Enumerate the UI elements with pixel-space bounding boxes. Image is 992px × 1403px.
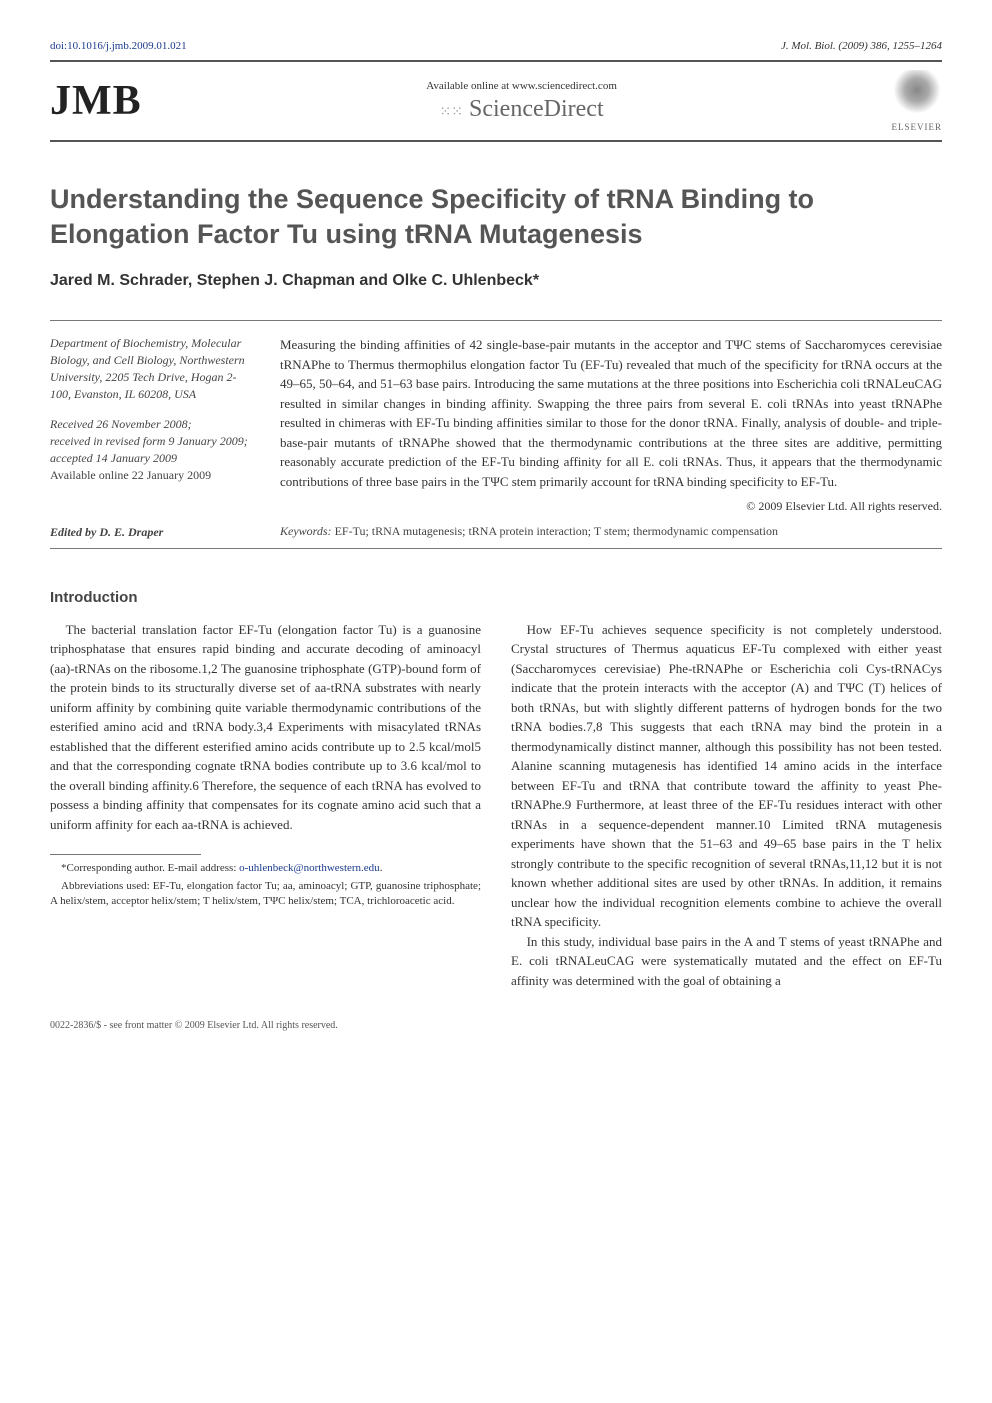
header-bar: JMB Available online at www.sciencedirec… [50, 60, 942, 142]
sd-dots-icon: ⁙⁙ [440, 105, 463, 120]
body-col-right: How EF-Tu achieves sequence specificity … [511, 620, 942, 991]
abstract-column: Measuring the binding affinities of 42 s… [280, 335, 942, 515]
authors: Jared M. Schrader, Stephen J. Chapman an… [50, 272, 942, 290]
received-date: Received 26 November 2008; [50, 416, 250, 433]
footer-line: 0022-2836/$ - see front matter © 2009 El… [50, 1020, 942, 1031]
keywords-row: Edited by D. E. Draper Keywords: EF-Tu; … [50, 523, 942, 549]
corresponding-label: *Corresponding author. [61, 862, 165, 874]
body-columns: The bacterial translation factor EF-Tu (… [50, 620, 942, 991]
elsevier-tree-icon [892, 70, 942, 120]
meta-abstract-row: Department of Biochemistry, Molecular Bi… [50, 335, 942, 515]
email-label: E-mail address: [165, 862, 239, 874]
edited-by: Edited by D. E. Draper [50, 525, 250, 540]
journal-ref: J. Mol. Biol. (2009) 386, 1255–1264 [781, 40, 942, 52]
revised-date: received in revised form 9 January 2009; [50, 433, 250, 450]
keywords: Keywords: EF-Tu; tRNA mutagenesis; tRNA … [280, 523, 942, 540]
intro-para-left: The bacterial translation factor EF-Tu (… [50, 620, 481, 835]
dates: Received 26 November 2008; received in r… [50, 416, 250, 483]
available-date: Available online 22 January 2009 [50, 467, 250, 484]
intro-para-right-2: In this study, individual base pairs in … [511, 932, 942, 991]
body-col-left: The bacterial translation factor EF-Tu (… [50, 620, 481, 991]
affiliation: Department of Biochemistry, Molecular Bi… [50, 335, 250, 402]
email-link[interactable]: o-uhlenbeck@northwestern.edu [239, 862, 380, 874]
divider [50, 320, 942, 321]
jmb-logo: JMB [50, 77, 142, 125]
accepted-date: accepted 14 January 2009 [50, 450, 250, 467]
copyright: © 2009 Elsevier Ltd. All rights reserved… [280, 497, 942, 515]
corresponding-footnote: *Corresponding author. E-mail address: o… [50, 861, 481, 876]
doi[interactable]: doi:10.1016/j.jmb.2009.01.021 [50, 40, 187, 52]
header-top: doi:10.1016/j.jmb.2009.01.021 J. Mol. Bi… [50, 40, 942, 52]
footnote-separator [50, 854, 201, 855]
abbreviations-footnote: Abbreviations used: EF-Tu, elongation fa… [50, 879, 481, 910]
elsevier-block: ELSEVIER [892, 70, 943, 132]
meta-column: Department of Biochemistry, Molecular Bi… [50, 335, 250, 515]
sciencedirect-block: Available online at www.sciencedirect.co… [172, 80, 872, 123]
elsevier-text: ELSEVIER [892, 122, 943, 132]
intro-para-right-1: How EF-Tu achieves sequence specificity … [511, 620, 942, 932]
article-title: Understanding the Sequence Specificity o… [50, 182, 942, 252]
keywords-label: Keywords: [280, 524, 332, 538]
sciencedirect-logo: ⁙⁙ ScienceDirect [172, 96, 872, 123]
abstract-text: Measuring the binding affinities of 42 s… [280, 335, 942, 491]
introduction-heading: Introduction [50, 589, 942, 606]
keywords-text: EF-Tu; tRNA mutagenesis; tRNA protein in… [332, 524, 778, 538]
available-online-text: Available online at www.sciencedirect.co… [172, 80, 872, 92]
sciencedirect-text: ScienceDirect [469, 96, 604, 122]
